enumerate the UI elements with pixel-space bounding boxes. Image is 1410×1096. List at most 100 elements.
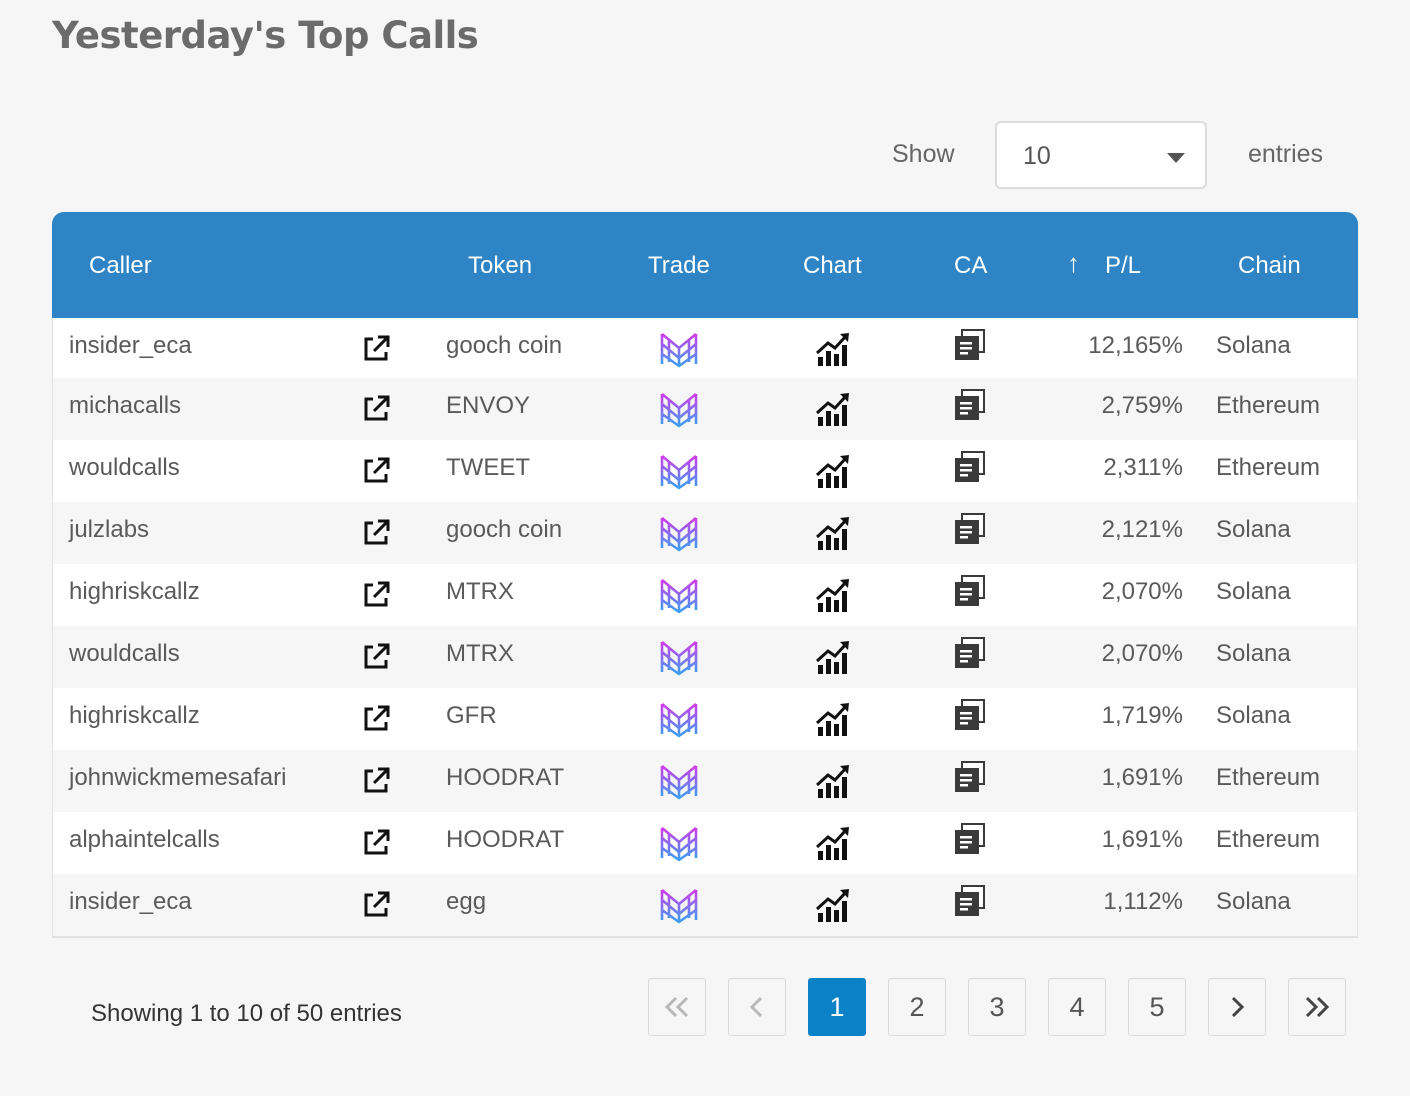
external-link-icon[interactable] [361, 704, 391, 734]
chart-up-icon[interactable] [815, 887, 850, 923]
page-button-2[interactable]: 2 [888, 978, 946, 1036]
external-link-icon[interactable] [361, 456, 391, 486]
caller-name: insider_eca [69, 332, 192, 359]
chart-up-icon[interactable] [815, 453, 850, 489]
table-header: Caller Token Trade Chart CA ↑ P/L Chain [52, 212, 1358, 318]
table-row: michacalls ENVOY 2,759% Ethereum [53, 378, 1357, 440]
token-name: gooch coin [446, 332, 563, 359]
external-link-icon[interactable] [361, 518, 391, 548]
entries-select-value: 10 [1023, 142, 1051, 170]
token-name: MTRX [446, 578, 514, 605]
copy-icon[interactable] [953, 636, 987, 670]
top-calls-table: Caller Token Trade Chart CA ↑ P/L Chain … [52, 212, 1358, 938]
column-header-token[interactable]: Token [468, 252, 533, 279]
copy-icon[interactable] [953, 574, 987, 608]
column-header-caller[interactable]: Caller [89, 252, 152, 279]
entries-per-page-select[interactable]: 10 [995, 121, 1207, 189]
first-page-button[interactable] [648, 978, 706, 1036]
trade-bot-logo-icon[interactable] [658, 452, 700, 490]
external-link-icon[interactable] [361, 766, 391, 796]
chart-up-icon[interactable] [815, 701, 850, 737]
trade-bot-logo-icon[interactable] [658, 700, 700, 738]
table-info: Showing 1 to 10 of 50 entries [91, 1000, 402, 1027]
page-title: Yesterday's Top Calls [52, 14, 479, 57]
copy-icon[interactable] [953, 512, 987, 546]
caret-down-icon [1167, 153, 1185, 163]
token-name: TWEET [446, 454, 530, 481]
table-row: highriskcallz MTRX 2,070% Solana [53, 564, 1357, 626]
chain-name: Solana [1216, 640, 1291, 667]
double-chevron-right-icon [1305, 996, 1330, 1018]
token-name: gooch coin [446, 516, 563, 543]
trade-bot-logo-icon[interactable] [658, 514, 700, 552]
entries-label: entries [1248, 140, 1324, 168]
profit-loss-value: 1,112% [1103, 888, 1183, 915]
chain-name: Solana [1216, 702, 1291, 729]
column-header-ca[interactable]: CA [954, 252, 988, 279]
trade-bot-logo-icon[interactable] [658, 576, 700, 614]
external-link-icon[interactable] [361, 828, 391, 858]
page-button-3[interactable]: 3 [968, 978, 1026, 1036]
previous-page-button[interactable] [728, 978, 786, 1036]
chart-up-icon[interactable] [815, 763, 850, 799]
token-name: HOODRAT [446, 826, 565, 853]
sort-ascending-icon: ↑ [1067, 248, 1080, 278]
column-header-chain[interactable]: Chain [1238, 252, 1301, 279]
external-link-icon[interactable] [361, 890, 391, 920]
copy-icon[interactable] [953, 328, 987, 362]
chart-up-icon[interactable] [815, 825, 850, 861]
chart-up-icon[interactable] [815, 577, 850, 613]
trade-bot-logo-icon[interactable] [658, 390, 700, 428]
caller-name: alphaintelcalls [69, 826, 220, 853]
copy-icon[interactable] [953, 388, 987, 422]
chevron-right-icon [1231, 996, 1245, 1018]
double-chevron-left-icon [664, 996, 689, 1018]
table-row: insider_eca gooch coin 12,165% Solana [53, 318, 1357, 378]
chain-name: Ethereum [1216, 454, 1321, 481]
copy-icon[interactable] [953, 822, 987, 856]
copy-icon[interactable] [953, 760, 987, 794]
profit-loss-value: 2,070% [1101, 578, 1183, 605]
table-row: insider_eca egg 1,112% Solana [53, 874, 1357, 936]
token-name: HOODRAT [446, 764, 565, 791]
external-link-icon[interactable] [361, 580, 391, 610]
trade-bot-logo-icon[interactable] [658, 638, 700, 676]
page-button-1[interactable]: 1 [808, 978, 866, 1036]
chart-up-icon[interactable] [815, 391, 850, 427]
trade-bot-logo-icon[interactable] [658, 886, 700, 924]
caller-name: highriskcallz [69, 578, 200, 605]
copy-icon[interactable] [953, 698, 987, 732]
column-header-trade[interactable]: Trade [648, 252, 710, 279]
next-page-button[interactable] [1208, 978, 1266, 1036]
page-button-5[interactable]: 5 [1128, 978, 1186, 1036]
show-label: Show [892, 140, 955, 168]
profit-loss-value: 2,311% [1103, 454, 1183, 481]
table-row: wouldcalls TWEET 2,311% Ethereum [53, 440, 1357, 502]
token-name: ENVOY [446, 392, 531, 419]
column-header-chart[interactable]: Chart [803, 252, 862, 279]
column-header-pl[interactable]: P/L [1105, 252, 1142, 279]
chain-name: Ethereum [1216, 764, 1321, 791]
caller-name: insider_eca [69, 888, 192, 915]
trade-bot-logo-icon[interactable] [658, 824, 700, 862]
chain-name: Ethereum [1216, 392, 1321, 419]
last-page-button[interactable] [1288, 978, 1346, 1036]
chart-up-icon[interactable] [815, 331, 850, 367]
table-row: julzlabs gooch coin 2,121% Solana [53, 502, 1357, 564]
caller-name: wouldcalls [69, 454, 180, 481]
external-link-icon[interactable] [361, 394, 391, 424]
chain-name: Solana [1216, 332, 1291, 359]
table-row: alphaintelcalls HOODRAT 1,691% Ethereum [53, 812, 1357, 874]
trade-bot-logo-icon[interactable] [658, 330, 700, 368]
table-row: highriskcallz GFR 1,719% Solana [53, 688, 1357, 750]
trade-bot-logo-icon[interactable] [658, 762, 700, 800]
chart-up-icon[interactable] [815, 639, 850, 675]
copy-icon[interactable] [953, 450, 987, 484]
copy-icon[interactable] [953, 884, 987, 918]
page-button-4[interactable]: 4 [1048, 978, 1106, 1036]
token-name: MTRX [446, 640, 514, 667]
external-link-icon[interactable] [361, 642, 391, 672]
chain-name: Solana [1216, 516, 1291, 543]
chart-up-icon[interactable] [815, 515, 850, 551]
external-link-icon[interactable] [361, 334, 391, 364]
